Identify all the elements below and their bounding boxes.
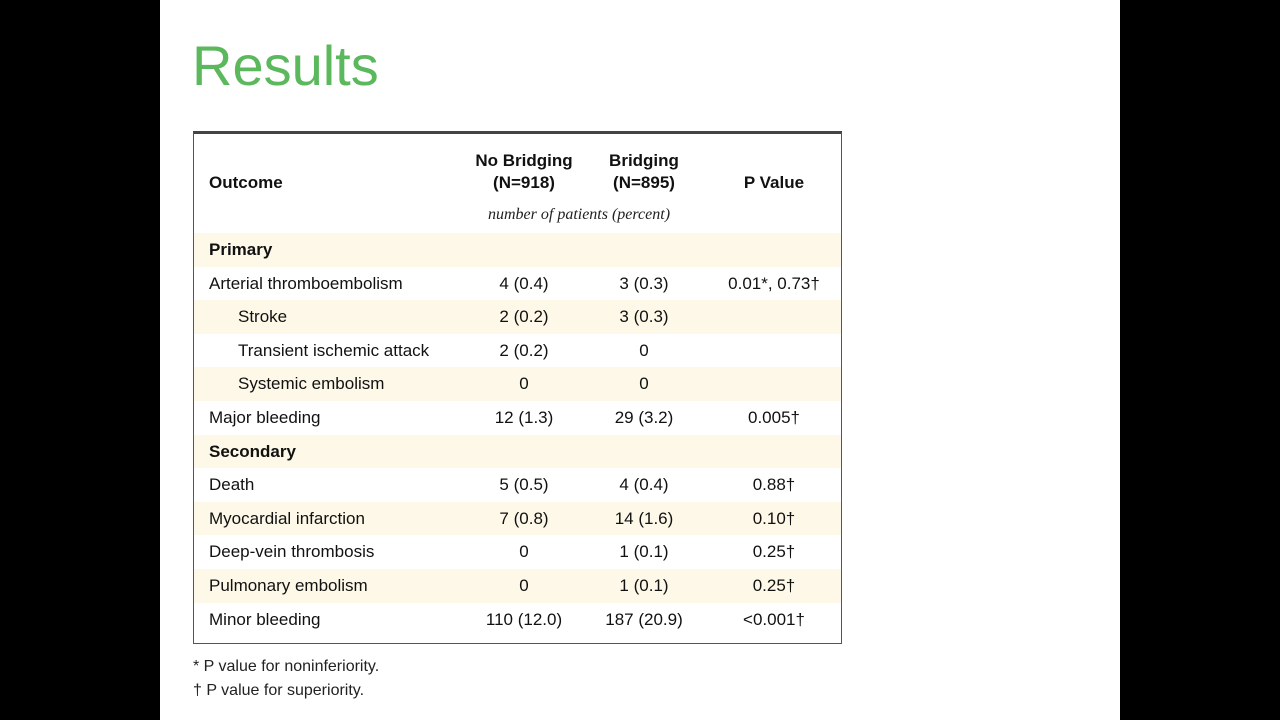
cell-outcome: Myocardial infarction [209, 508, 365, 528]
cell-bridging: 29 (3.2) [614, 407, 674, 427]
cell-no-bridging: 0 [519, 542, 529, 562]
cell-outcome: Death [209, 475, 255, 495]
cell-no-bridging: 0 [519, 575, 529, 595]
table-row: Arterial thromboembolism 4 (0.4) 3 (0.3) 0.… [194, 267, 841, 301]
table-row: Deep-vein thrombosis 0 1 (0.1) 0.25† [194, 535, 841, 569]
cell-outcome: Pulmonary embolism [209, 575, 368, 595]
table-row: Death 5 (0.5) 4 (0.4) 0.88† [194, 468, 841, 502]
cell-bridging: 3 (0.3) [619, 307, 669, 327]
cell-outcome: Transient ischemic attack [238, 340, 430, 360]
cell-p-value: 0.25† [752, 542, 796, 562]
cell-no-bridging: 110 (12.0) [485, 609, 563, 629]
cell-p-value: 0.005† [748, 407, 800, 427]
footnote-superiority: † P value for superiority. [193, 682, 365, 699]
cell-p-value: 0.25† [752, 575, 796, 595]
cell-outcome: Arterial thromboembolism [209, 273, 403, 293]
cell-p-value: 0.01*, 0.73† [728, 273, 820, 293]
header-no-bridging-n: (N=918) [493, 173, 555, 192]
header-no-bridging-label: No Bridging [475, 151, 573, 170]
header-p-value: P Value [743, 173, 805, 192]
cell-no-bridging: 2 (0.2) [499, 340, 549, 360]
cell-no-bridging: 12 (1.3) [494, 407, 554, 427]
cell-outcome: Major bleeding [209, 407, 321, 427]
footnotes: * P value for noninferiority. † P value … [193, 655, 379, 703]
cell-outcome: Primary [209, 240, 273, 259]
cell-no-bridging: 2 (0.2) [499, 307, 549, 327]
table-row: Transient ischemic attack 2 (0.2) 0 [194, 334, 841, 368]
cell-bridging: 4 (0.4) [619, 475, 669, 495]
cell-bridging: 1 (0.1) [619, 542, 669, 562]
table-row: Systemic embolism 0 0 [194, 367, 841, 401]
cell-p-value: 0.10† [752, 508, 796, 528]
units-note: number of patients (percent) [487, 206, 671, 223]
cell-bridging: 1 (0.1) [619, 575, 669, 595]
slide: Results Outcome No Bridging (N=918) Brid… [160, 0, 1120, 720]
cell-p-value: 0.88† [752, 475, 796, 495]
cell-no-bridging: 4 (0.4) [499, 273, 549, 293]
header-bridging-label: Bridging [609, 151, 679, 170]
table-row: Myocardial infarction 7 (0.8) 14 (1.6) 0.10… [194, 501, 841, 536]
cell-outcome: Minor bleeding [209, 609, 321, 629]
slide-title: Results [192, 34, 379, 97]
header-bridging-n: (N=895) [613, 173, 675, 192]
cell-bridging: 0 [639, 374, 649, 394]
header-bridging: Bridging (N=895) [594, 150, 694, 194]
cell-outcome: Systemic embolism [238, 374, 385, 394]
cell-bridging: 3 (0.3) [619, 273, 669, 293]
header-outcome: Outcome [209, 173, 283, 192]
cell-no-bridging: 5 (0.5) [499, 475, 549, 495]
footnote-noninferiority: * P value for noninferiority. [193, 658, 380, 675]
table-header: Outcome No Bridging (N=918) Bridging (N=… [194, 134, 841, 231]
cell-bridging: 187 (20.9) [605, 609, 683, 629]
cell-outcome: Deep-vein thrombosis [209, 542, 375, 562]
cell-bridging: 14 (1.6) [614, 508, 674, 528]
cell-no-bridging: 0 [519, 374, 529, 394]
section-row: Secondary [194, 434, 841, 469]
cell-outcome: Stroke [238, 307, 288, 327]
table-row: Major bleeding 12 (1.3) 29 (3.2) 0.005† [194, 401, 841, 435]
header-no-bridging: No Bridging (N=918) [464, 150, 584, 194]
section-row: Primary [194, 233, 841, 267]
table-row: Minor bleeding 110 (12.0) 187 (20.9) <0.001… [194, 603, 841, 637]
table-row: Stroke 2 (0.2) 3 (0.3) [194, 300, 841, 334]
cell-no-bridging: 7 (0.8) [499, 508, 549, 528]
table-body: Primary Arterial thromboembolism 4 (0.4) 3 … [194, 233, 841, 636]
results-table: Outcome No Bridging (N=918) Bridging (N=… [193, 131, 842, 644]
cell-outcome: Secondary [209, 441, 296, 461]
table-row: Pulmonary embolism 0 1 (0.1) 0.25† [194, 568, 841, 603]
cell-bridging: 0 [639, 340, 649, 360]
cell-p-value: <0.001† [743, 609, 805, 629]
